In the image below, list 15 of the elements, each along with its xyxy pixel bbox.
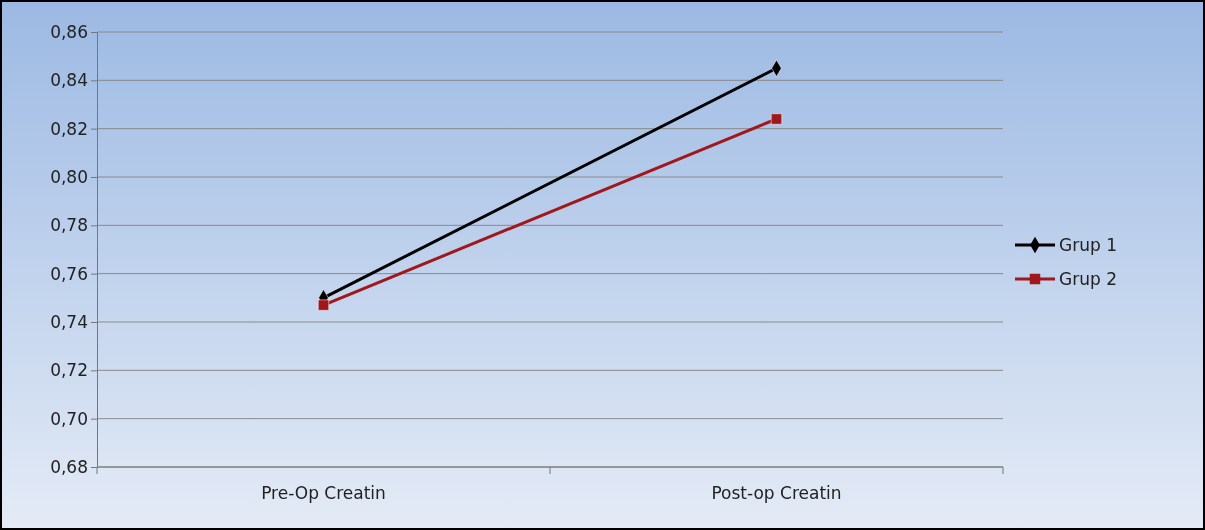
y-tick-label: 0,74 bbox=[50, 311, 88, 332]
y-tick-label: 0,80 bbox=[50, 166, 88, 187]
y-tick-label: 0,82 bbox=[50, 118, 88, 139]
y-tick-label: 0,72 bbox=[50, 360, 88, 381]
x-tick-label: Post-op Creatin bbox=[711, 483, 842, 503]
y-tick-label: 0,84 bbox=[50, 70, 88, 91]
legend-label: Grup 1 bbox=[1059, 235, 1117, 255]
x-tick-label: Pre-Op Creatin bbox=[261, 483, 386, 503]
y-tick-label: 0,86 bbox=[50, 21, 88, 42]
point bbox=[771, 113, 782, 125]
y-tick-label: 0,76 bbox=[50, 263, 88, 284]
legend-label: Grup 2 bbox=[1059, 269, 1117, 289]
y-tick-label: 0,78 bbox=[50, 215, 88, 236]
y-tick-label: 0,70 bbox=[50, 408, 88, 429]
y-tick-label: 0,68 bbox=[50, 456, 88, 477]
